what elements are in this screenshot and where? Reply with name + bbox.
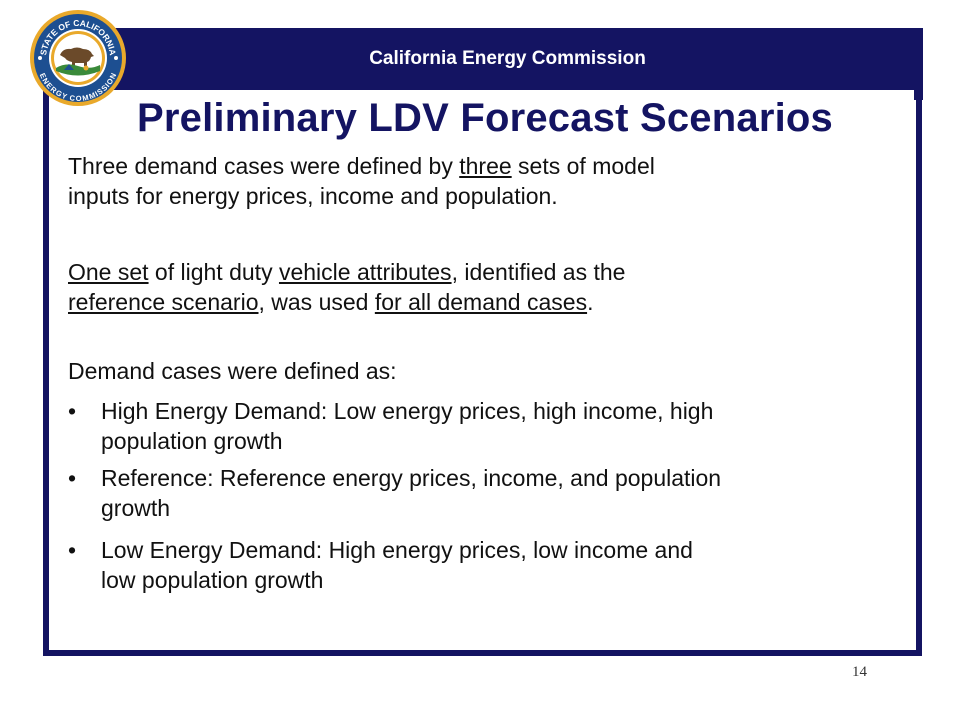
underlined-text: One set bbox=[68, 259, 149, 285]
paragraph-line: inputs for energy prices, income and pop… bbox=[68, 183, 558, 209]
underlined-text: for all demand cases bbox=[374, 289, 588, 315]
bullet-line: population growth bbox=[101, 428, 283, 454]
bullet-line: Low Energy Demand: High energy prices, l… bbox=[101, 537, 693, 563]
bullet-line: High Energy Demand: Low energy prices, h… bbox=[101, 398, 714, 424]
paragraph-line: Three demand cases were defined by three… bbox=[68, 151, 898, 181]
slide-title: Preliminary LDV Forecast Scenarios bbox=[137, 96, 833, 140]
slide-frame bbox=[43, 98, 922, 656]
bullet-line: low population growth bbox=[101, 567, 324, 593]
bullet-text: Low Energy Demand: High energy prices, l… bbox=[101, 535, 901, 595]
bullet-marker: • bbox=[68, 465, 77, 491]
frame-corner-right bbox=[914, 90, 923, 100]
frame-corner-left bbox=[43, 90, 49, 100]
underlined-text: vehicle attributes bbox=[278, 259, 452, 285]
bullet-marker: • bbox=[68, 398, 77, 424]
paragraph-demand-cases: Three demand cases were defined by three… bbox=[68, 151, 898, 211]
paragraph-vehicle-attributes: One set of light duty vehicle attributes… bbox=[68, 257, 898, 317]
text-run: . bbox=[587, 289, 594, 315]
bullet-marker: • bbox=[68, 537, 77, 563]
paragraph-line: One set of light duty vehicle attributes… bbox=[68, 257, 898, 287]
paragraph-defined-as: Demand cases were defined as: bbox=[68, 358, 397, 384]
header-bar bbox=[92, 28, 923, 90]
header-title: California Energy Commission bbox=[369, 48, 646, 69]
bullet-line: growth bbox=[101, 495, 171, 521]
page-number: 14 bbox=[852, 664, 867, 680]
text-run: , identified as the bbox=[451, 259, 626, 285]
bullet-text: Reference: Reference energy prices, inco… bbox=[101, 463, 901, 523]
text-run: of light duty bbox=[148, 259, 279, 285]
energy-commission-seal-logo: STATE OF CALIFORNIA ENERGY COMMISSION bbox=[30, 10, 126, 106]
paragraph-line: reference scenario, was used for all dem… bbox=[68, 287, 898, 317]
text-run: Three demand cases were defined by bbox=[68, 153, 460, 179]
bullet-text: High Energy Demand: Low energy prices, h… bbox=[101, 396, 901, 456]
bullet-line: Reference: Reference energy prices, inco… bbox=[101, 465, 722, 491]
underlined-text: three bbox=[459, 153, 512, 179]
text-run: , was used bbox=[258, 289, 375, 315]
text-run: sets of model bbox=[511, 153, 655, 179]
underlined-text: reference scenario bbox=[68, 289, 259, 315]
